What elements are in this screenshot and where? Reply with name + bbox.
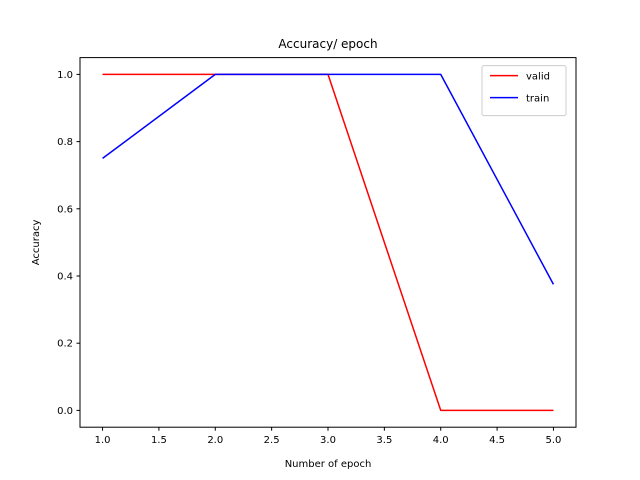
x-tick-label: 4.5 xyxy=(489,435,505,446)
legend: valid train xyxy=(481,65,567,117)
x-tick-label: 1.0 xyxy=(95,435,111,446)
y-tick-label: 0.6 xyxy=(57,204,73,215)
y-tick-label: 1.0 xyxy=(57,70,73,81)
y-axis-label: Accuracy xyxy=(31,219,42,265)
y-tick-label: 0.8 xyxy=(57,137,73,148)
x-tick-label: 3.0 xyxy=(320,435,336,446)
legend-label-valid: valid xyxy=(526,72,550,83)
y-tick-label: 0.4 xyxy=(57,272,73,283)
x-tick-label: 5.0 xyxy=(546,435,562,446)
x-tick-label: 1.5 xyxy=(151,435,167,446)
legend-box xyxy=(481,65,567,117)
chart-title: Accuracy/ epoch xyxy=(278,37,377,51)
x-axis-label: Number of epoch xyxy=(285,459,372,470)
x-tick-label: 3.5 xyxy=(376,435,392,446)
plot-area xyxy=(102,73,555,412)
x-axis: 1.0 1.5 2.0 2.5 3.0 3.5 4.0 4.5 5.0 xyxy=(95,427,562,446)
y-tick-label: 0.2 xyxy=(57,339,73,350)
x-tick-label: 4.0 xyxy=(433,435,449,446)
y-tick-label: 0.0 xyxy=(57,406,73,417)
y-axis: 0.0 0.2 0.4 0.6 0.8 1.0 xyxy=(57,70,80,417)
legend-label-train: train xyxy=(526,94,549,105)
x-tick-label: 2.5 xyxy=(264,435,280,446)
x-tick-label: 2.0 xyxy=(207,435,223,446)
